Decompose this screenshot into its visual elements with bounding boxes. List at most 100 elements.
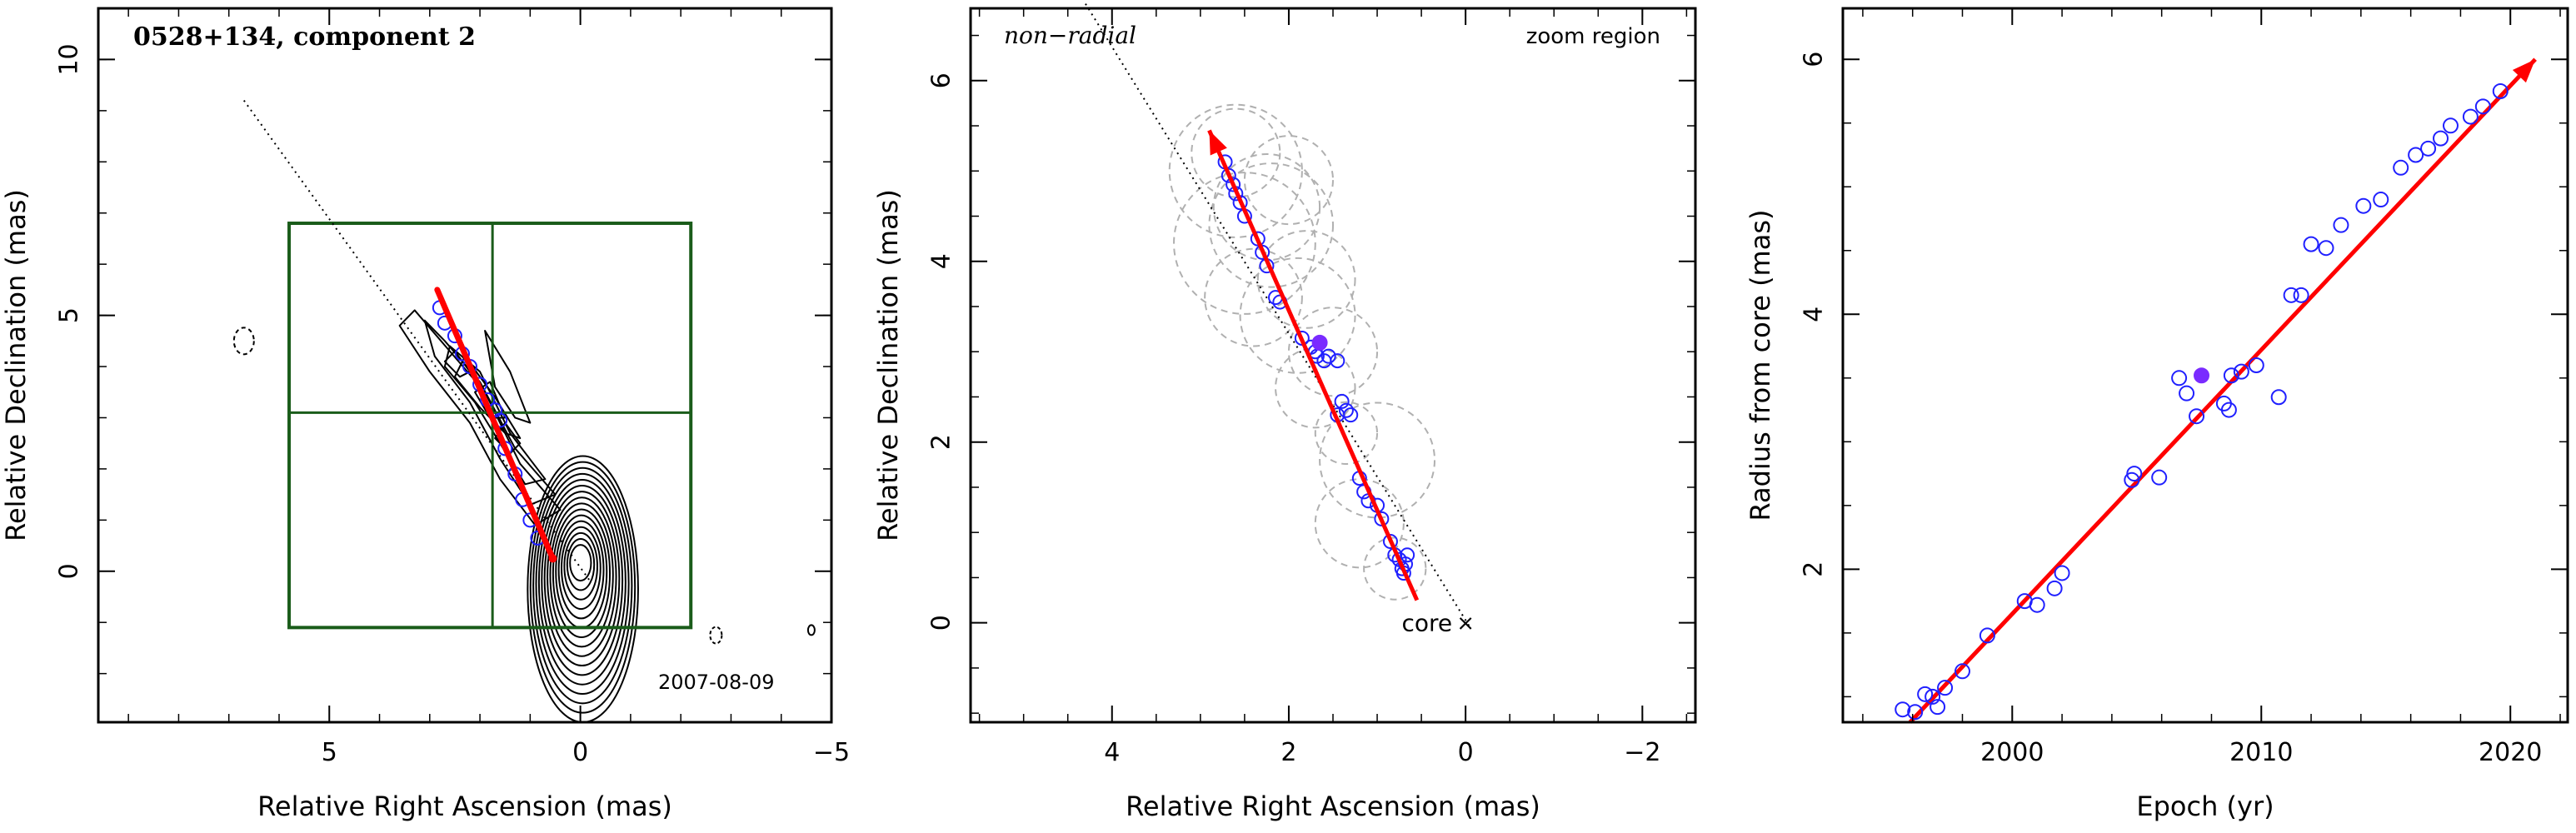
contour-line [484, 330, 532, 424]
observation-date-label: 2007-08-09 [658, 671, 774, 694]
epoch-point [2433, 130, 2449, 147]
y-tick-label: 0 [55, 563, 84, 579]
epoch-point [1895, 701, 1911, 718]
y-tick-label: 4 [1800, 307, 1829, 322]
contour-line [423, 319, 557, 506]
panel-1-image: 5 0 −5 0 5 10 0528+134, component 2 2007-08-0… [0, 7, 850, 822]
component-point [1334, 393, 1350, 409]
epoch-point [2420, 140, 2437, 157]
component-point [1226, 177, 1241, 192]
x-tick-label: −2 [1624, 738, 1660, 767]
y-tick-label: 4 [927, 253, 956, 269]
epoch-point [2270, 389, 2287, 406]
contour-line [453, 355, 522, 440]
component-point [1330, 353, 1345, 369]
contour-line [549, 502, 614, 648]
y-tick-label: 10 [55, 43, 84, 75]
epoch-point [2333, 217, 2349, 233]
contour-line [555, 514, 608, 629]
epoch-point [1937, 680, 1954, 696]
contour-line [557, 520, 605, 620]
panel-3-marks [1895, 57, 2537, 724]
component-point [1374, 511, 1390, 526]
fit-error-circle [1212, 152, 1321, 262]
panel-1-frame [97, 7, 833, 724]
fit-error-circle [1208, 162, 1334, 288]
y-tick-label: 0 [927, 615, 956, 631]
panel-3-y-axis-label: Radius from core (mas) [1745, 209, 1776, 521]
fit-error-circle [1204, 247, 1303, 347]
fit-error-circle [1191, 107, 1281, 198]
highlight-point [2194, 367, 2210, 384]
fit-error-circle [1243, 135, 1334, 226]
epoch-point [1930, 699, 1946, 716]
highlight-point [1311, 334, 1328, 351]
component-point [1338, 402, 1354, 418]
x-tick-label: 0 [572, 738, 588, 767]
y-tick-label: 2 [927, 434, 956, 450]
panel-3-x-axis-label: Epoch (yr) [2136, 791, 2274, 822]
contour-line [529, 461, 637, 714]
epoch-point [1917, 686, 1934, 702]
epoch-point [2248, 357, 2264, 373]
fit-line [1908, 57, 2537, 724]
epoch-point [2474, 98, 2491, 115]
core-marker-icon: × [1456, 611, 1475, 636]
contour-line [543, 491, 621, 667]
contour-line [563, 531, 598, 601]
epoch-point [2179, 385, 2195, 402]
component-point [1400, 547, 1415, 563]
contour-line [569, 544, 592, 582]
contour-line [532, 466, 633, 705]
epoch-point [2408, 147, 2424, 163]
fit-line-arrowhead [2512, 59, 2536, 83]
contour-line [398, 309, 562, 526]
epoch-point [2442, 117, 2459, 134]
contour-line [494, 421, 522, 455]
contour-line [535, 472, 630, 696]
panel-2-ticks: 4 2 0 −2 0 2 4 6 [927, 8, 1695, 767]
panel-3-radius-vs-epoch: 2000 2010 2020 2 4 6 Epoch (yr) Radius from c… [1745, 7, 2569, 822]
epoch-point [2151, 469, 2168, 486]
panel-3-ticks: 2000 2010 2020 2 4 6 [1800, 8, 2568, 767]
epoch-point [2355, 197, 2372, 214]
fit-error-circle [1314, 401, 1379, 465]
fit-error-circle [1287, 307, 1379, 397]
epoch-point [2189, 408, 2205, 425]
panel-1-x-axis-label: Relative Right Ascension (mas) [257, 791, 672, 822]
panel-1-marks [242, 99, 693, 630]
contour-line [547, 496, 617, 657]
epoch-point [2492, 82, 2509, 99]
epoch-point [1954, 663, 1971, 680]
panel-3-frame [1841, 7, 2569, 724]
x-tick-label: 0 [1458, 738, 1474, 767]
non-radial-line [1085, 3, 1471, 628]
x-tick-label: 2000 [1980, 738, 2044, 767]
x-tick-label: 2020 [2479, 738, 2542, 767]
contour-line [806, 624, 816, 636]
component-point [1343, 407, 1359, 423]
contour-line [552, 508, 612, 639]
motion-vector-arrowhead [1209, 130, 1227, 156]
epoch-point [1979, 627, 1995, 644]
x-tick-label: 2010 [2229, 738, 2293, 767]
motion-vector [434, 287, 556, 561]
x-tick-label: 5 [322, 738, 337, 767]
epoch-point [2283, 287, 2299, 303]
epoch-point [2126, 466, 2143, 482]
x-tick-label: 2 [1281, 738, 1296, 767]
epoch-point [1925, 688, 1941, 705]
epoch-point [2293, 287, 2309, 303]
fit-error-circle [1256, 230, 1356, 329]
fit-error-circle [1314, 478, 1405, 569]
fit-error-circle [1319, 402, 1436, 519]
epoch-point [2393, 159, 2409, 176]
fit-error-circle [1239, 257, 1356, 374]
panel-1-title: 0528+134, component 2 [133, 22, 476, 52]
epoch-point [2171, 370, 2188, 387]
contour-line [561, 526, 602, 611]
epoch-point [2220, 402, 2237, 418]
epoch-point [2029, 596, 2045, 613]
